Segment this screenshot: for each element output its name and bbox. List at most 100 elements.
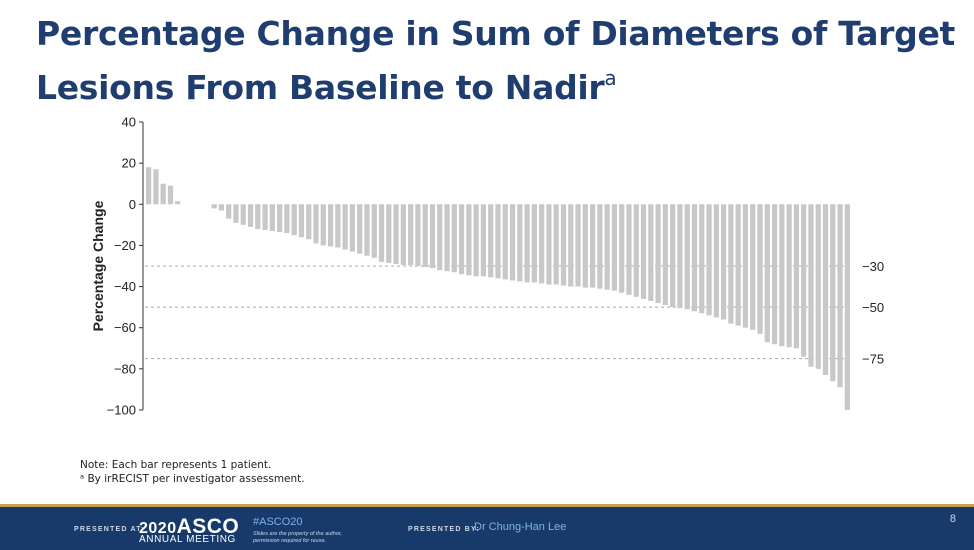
presenter-name: Dr Chung-Han Lee	[474, 521, 567, 533]
bar	[211, 204, 217, 209]
bar	[233, 204, 239, 223]
bar	[422, 204, 428, 268]
asco-year: 2020	[139, 520, 177, 537]
bar	[226, 204, 232, 219]
bar	[458, 204, 465, 275]
bar	[633, 204, 639, 297]
bar	[691, 204, 698, 312]
bar	[560, 204, 567, 286]
y-tick-label: 40	[122, 115, 136, 130]
slide-title-text: Percentage Change in Sum of Diameters of…	[36, 14, 956, 107]
bar	[611, 204, 618, 291]
bar	[830, 204, 836, 382]
bar	[160, 183, 166, 205]
bar	[167, 185, 174, 205]
bar	[808, 204, 814, 367]
bar	[735, 204, 741, 326]
bar	[713, 204, 719, 318]
bar	[771, 204, 778, 345]
y-tick-label: −80	[114, 361, 136, 376]
bar	[837, 204, 843, 388]
bar	[699, 204, 705, 314]
presented-at-label: PRESENTED AT:	[74, 526, 145, 533]
bar	[298, 204, 305, 238]
bar	[429, 204, 436, 269]
bar	[786, 204, 792, 348]
bar	[218, 204, 225, 211]
bar	[662, 204, 668, 306]
bar	[495, 204, 501, 279]
bar	[153, 169, 159, 205]
presented-by-label: PRESENTED BY:	[408, 526, 480, 533]
disclaimer: Slides are the property of the author, p…	[253, 531, 342, 545]
bar	[779, 204, 785, 347]
bar	[327, 204, 334, 247]
disclaimer-line-1: Slides are the property of the author,	[253, 531, 342, 537]
bar	[451, 204, 457, 273]
y-axis-label: Percentage Change	[90, 200, 106, 331]
reference-line-label: −50	[862, 300, 884, 315]
bar	[444, 204, 450, 272]
bar	[801, 204, 807, 357]
bar	[473, 204, 479, 277]
bar	[335, 204, 341, 248]
bar	[393, 204, 399, 264]
bar	[175, 201, 181, 205]
bar	[546, 204, 552, 285]
bar	[655, 204, 661, 304]
bar	[284, 204, 290, 234]
bar	[706, 204, 712, 316]
bar	[291, 204, 297, 236]
bar	[146, 167, 152, 205]
bar	[466, 204, 472, 276]
bar	[648, 204, 654, 301]
bar	[677, 204, 683, 309]
bar	[509, 204, 516, 281]
footer-bar: PRESENTED AT: 2020ASCO ANNUAL MEETING #A…	[0, 504, 974, 550]
bar	[531, 204, 537, 283]
bar	[640, 204, 647, 299]
bar	[815, 204, 821, 369]
bar	[415, 204, 421, 266]
bar	[378, 204, 385, 262]
bar	[720, 204, 727, 320]
bar	[480, 204, 487, 277]
bar	[386, 204, 392, 263]
bar	[604, 204, 610, 290]
bar	[357, 204, 363, 254]
y-tick-label: −20	[114, 238, 136, 253]
bar	[597, 204, 603, 289]
bar	[539, 204, 545, 284]
page-number: 8	[949, 513, 956, 525]
waterfall-chart: 40 20 0 −20 −40 −60 −80 −100 Percentage Change −3…	[90, 115, 884, 418]
asco-subtitle: ANNUAL MEETING	[139, 534, 236, 545]
bar	[437, 204, 443, 271]
bar	[764, 204, 770, 343]
bar	[582, 204, 588, 288]
bar	[670, 204, 676, 308]
bar	[589, 204, 596, 288]
bar	[371, 204, 377, 258]
bar	[342, 204, 348, 250]
bar	[400, 204, 406, 265]
bar	[750, 204, 756, 330]
bar	[488, 204, 494, 278]
chart-notes: Note: Each bar represents 1 patient. ᵃ B…	[80, 458, 305, 486]
disclaimer-line-2: permission required for reuse.	[253, 538, 327, 544]
bar	[742, 204, 749, 328]
bar	[568, 204, 574, 287]
bar	[728, 204, 734, 324]
note-line: Note: Each bar represents 1 patient.	[80, 459, 272, 471]
bar	[502, 204, 508, 280]
bar	[626, 204, 632, 295]
bar	[822, 204, 829, 376]
bar	[553, 204, 559, 285]
bar	[247, 204, 254, 227]
y-tick-label: −60	[114, 320, 136, 335]
bar	[320, 204, 326, 246]
bar	[517, 204, 523, 282]
bar	[844, 204, 850, 410]
reference-line-label: −30	[862, 259, 884, 274]
bar	[619, 204, 625, 293]
hashtag: #ASCO20	[253, 516, 303, 528]
